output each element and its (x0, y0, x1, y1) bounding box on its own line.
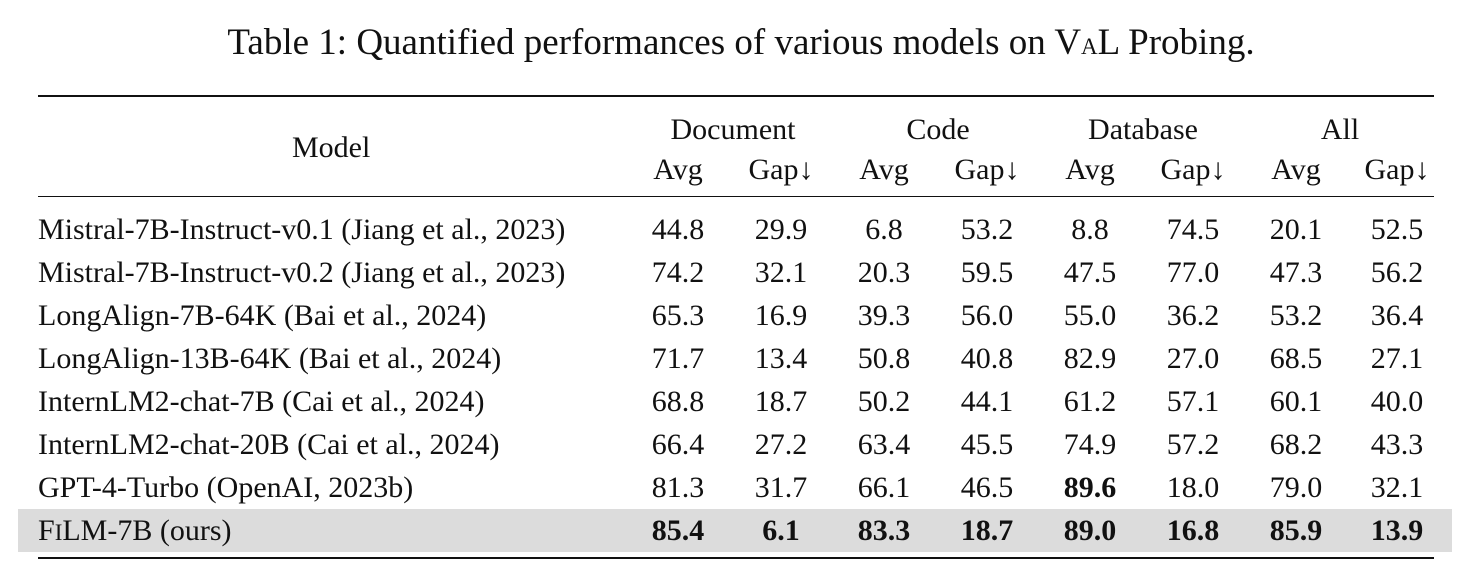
score-cell: 40.0 (1370, 385, 1424, 418)
gap-subheader: Gap↓ (1364, 153, 1430, 186)
score-cell: 6.1 (762, 514, 800, 547)
top-rule (38, 95, 1434, 97)
score-cell: 74.9 (1063, 428, 1117, 461)
score-cell: 59.5 (960, 256, 1014, 289)
score-cell: 45.5 (960, 428, 1014, 461)
model-name: Mistral-7B-Instruct-v0.1 (Jiang et al., … (38, 213, 566, 246)
model-name: GPT-4-Turbo (OpenAI, 2023b) (38, 471, 414, 504)
score-cell: 68.5 (1269, 342, 1323, 375)
model-column-header: Model (292, 131, 371, 164)
score-cell: 83.3 (857, 514, 911, 547)
avg-subheader: Avg (653, 153, 703, 186)
score-cell: 52.5 (1370, 213, 1424, 246)
score-cell: 79.0 (1269, 471, 1323, 504)
score-cell: 81.3 (651, 471, 705, 504)
score-cell: 74.2 (651, 256, 705, 289)
score-cell: 61.2 (1063, 385, 1117, 418)
score-cell: 31.7 (754, 471, 808, 504)
score-cell: 89.0 (1063, 514, 1117, 547)
group-header-all: All (1320, 113, 1360, 146)
score-cell: 20.3 (857, 256, 911, 289)
model-name: LongAlign-13B-64K (Bai et al., 2024) (38, 342, 502, 375)
score-cell: 13.4 (754, 342, 808, 375)
score-cell: 63.4 (857, 428, 911, 461)
highlight-row-background (18, 509, 1452, 552)
score-cell: 50.2 (857, 385, 911, 418)
table-caption: Table 1: Quantified performances of vari… (0, 18, 1482, 72)
model-name: InternLM2-chat-7B (Cai et al., 2024) (38, 385, 485, 418)
score-cell: 77.0 (1166, 256, 1220, 289)
caption-smallcaps: A (1081, 34, 1098, 59)
score-cell: 44.8 (651, 213, 705, 246)
gap-subheader: Gap↓ (1160, 153, 1226, 186)
model-name-part: I (54, 520, 63, 545)
group-header-document: Document (670, 113, 796, 146)
score-cell: 27.2 (754, 428, 808, 461)
score-cell: 66.4 (651, 428, 705, 461)
model-name: InternLM2-chat-20B (Cai et al., 2024) (38, 428, 500, 461)
score-cell: 27.0 (1166, 342, 1220, 375)
score-cell: 74.5 (1166, 213, 1220, 246)
score-cell: 36.4 (1370, 299, 1424, 332)
score-cell: 13.9 (1370, 514, 1424, 547)
score-cell: 43.3 (1370, 428, 1424, 461)
score-cell: 40.8 (960, 342, 1014, 375)
score-cell: 8.8 (1071, 213, 1109, 246)
score-cell: 39.3 (857, 299, 911, 332)
group-header-code: Code (906, 113, 970, 146)
score-cell: 32.1 (1370, 471, 1424, 504)
score-cell: 60.1 (1269, 385, 1323, 418)
score-cell: 57.2 (1166, 428, 1220, 461)
model-name-part: LM-7B (ours) (62, 514, 232, 547)
avg-subheader: Avg (1271, 153, 1321, 186)
score-cell: 6.8 (865, 213, 903, 246)
group-header-database: Database (1088, 113, 1198, 146)
score-cell: 56.2 (1370, 256, 1424, 289)
header-rule (38, 196, 1434, 197)
caption-suffix: L Probing. (1097, 22, 1255, 63)
score-cell: 46.5 (960, 471, 1014, 504)
avg-subheader: Avg (1065, 153, 1115, 186)
score-cell: 66.1 (857, 471, 911, 504)
score-cell: 16.9 (754, 299, 808, 332)
score-cell: 65.3 (651, 299, 705, 332)
score-cell: 47.3 (1269, 256, 1323, 289)
gap-subheader: Gap↓ (954, 153, 1020, 186)
score-cell: 47.5 (1063, 256, 1117, 289)
score-cell: 44.1 (960, 385, 1014, 418)
score-cell: 71.7 (651, 342, 705, 375)
bottom-rule (38, 557, 1434, 559)
score-cell: 68.8 (651, 385, 705, 418)
avg-subheader: Avg (859, 153, 909, 186)
model-name: LongAlign-7B-64K (Bai et al., 2024) (38, 299, 487, 332)
score-cell: 89.6 (1063, 471, 1117, 504)
score-cell: 68.2 (1269, 428, 1323, 461)
score-cell: 85.9 (1269, 514, 1323, 547)
score-cell: 53.2 (1269, 299, 1323, 332)
score-cell: 36.2 (1166, 299, 1220, 332)
score-cell: 18.7 (960, 514, 1014, 547)
caption-prefix: Table 1: Quantified performances of vari… (227, 22, 1082, 63)
score-cell: 85.4 (651, 514, 705, 547)
score-cell: 29.9 (754, 213, 808, 246)
score-cell: 50.8 (857, 342, 911, 375)
score-cell: 18.0 (1166, 471, 1220, 504)
score-cell: 32.1 (754, 256, 808, 289)
model-name: Mistral-7B-Instruct-v0.2 (Jiang et al., … (38, 256, 566, 289)
score-cell: 18.7 (754, 385, 808, 418)
model-name-part: F (38, 514, 55, 547)
gap-subheader: Gap↓ (748, 153, 814, 186)
score-cell: 16.8 (1166, 514, 1220, 547)
score-cell: 56.0 (960, 299, 1014, 332)
score-cell: 20.1 (1269, 213, 1323, 246)
model-name: FILM-7B (ours) (38, 511, 232, 553)
score-cell: 57.1 (1166, 385, 1220, 418)
score-cell: 82.9 (1063, 342, 1117, 375)
score-cell: 53.2 (960, 213, 1014, 246)
score-cell: 55.0 (1063, 299, 1117, 332)
score-cell: 27.1 (1370, 342, 1424, 375)
